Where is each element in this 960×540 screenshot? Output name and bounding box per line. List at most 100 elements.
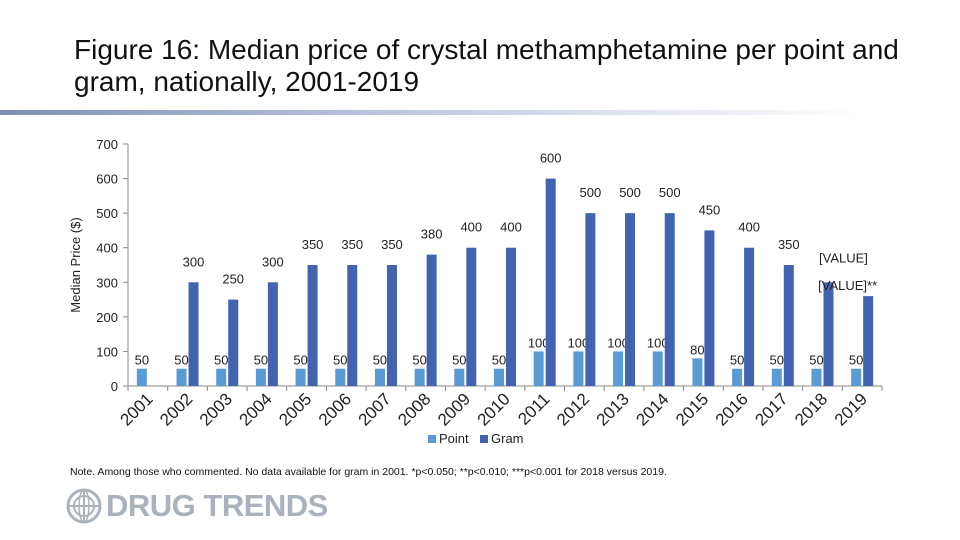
bar-point xyxy=(136,368,147,386)
bar-gram xyxy=(188,282,199,386)
x-tick-label: 2017 xyxy=(751,389,791,429)
bar-gram xyxy=(585,213,596,386)
bar-point xyxy=(613,351,624,386)
bar-gram xyxy=(307,265,318,386)
data-label-gram: 300 xyxy=(262,254,284,269)
y-tick-label: 300 xyxy=(96,275,118,290)
data-label-point: 50 xyxy=(373,353,387,368)
title-divider xyxy=(0,110,960,115)
data-label-point: 50 xyxy=(730,353,744,368)
data-label-point: 100 xyxy=(647,335,669,350)
data-label-point: 50 xyxy=(174,353,188,368)
bar-gram xyxy=(466,247,477,386)
data-label-gram: 350 xyxy=(778,237,800,252)
bar-point xyxy=(652,351,663,386)
bar-gram xyxy=(386,265,397,386)
bar-gram xyxy=(228,299,239,386)
bar-gram xyxy=(704,230,715,386)
bar-point xyxy=(414,368,425,386)
bar-point xyxy=(494,368,504,386)
bar-point xyxy=(732,368,743,386)
data-label-gram: 600 xyxy=(540,151,562,166)
y-tick-label: 700 xyxy=(96,137,118,152)
data-label-gram: 250 xyxy=(222,272,244,287)
x-tick-label: 2018 xyxy=(791,389,831,429)
x-tick-label: 2004 xyxy=(236,389,276,429)
x-tick-label: 2014 xyxy=(632,389,672,429)
bar-gram xyxy=(267,282,278,386)
bar-point xyxy=(811,368,822,386)
data-label-gram: 400 xyxy=(460,220,482,235)
data-label-gram: 350 xyxy=(302,237,324,252)
data-label-gram: 500 xyxy=(619,185,641,200)
x-tick-label: 2010 xyxy=(474,389,514,429)
data-label-point: 50 xyxy=(254,353,268,368)
data-label-gram: [VALUE]** xyxy=(818,278,877,293)
x-tick-label: 2013 xyxy=(593,389,633,429)
data-label-gram: 300 xyxy=(183,254,205,269)
bar-gram xyxy=(545,178,556,386)
data-label-point: 100 xyxy=(568,335,590,350)
bar-point xyxy=(454,368,465,386)
data-label-point: 100 xyxy=(528,335,550,350)
bar-point xyxy=(295,368,306,386)
bar-gram xyxy=(744,247,755,386)
data-label-point: 50 xyxy=(135,353,149,368)
bar-point xyxy=(573,351,584,386)
bar-gram xyxy=(347,265,358,386)
bar-point xyxy=(374,368,385,386)
bar-gram xyxy=(506,247,516,386)
data-label-gram: 500 xyxy=(659,185,681,200)
legend-label-gram: Gram xyxy=(491,431,524,446)
x-tick-label: 2002 xyxy=(156,389,196,429)
data-label-gram: 500 xyxy=(580,185,602,200)
drug-trends-logo: DRUG TRENDS xyxy=(66,488,328,524)
y-tick-label: 400 xyxy=(96,241,118,256)
data-label-point: 50 xyxy=(214,353,228,368)
data-label-gram: 400 xyxy=(500,220,522,235)
data-label-point: 50 xyxy=(293,353,307,368)
bar-gram xyxy=(783,265,794,386)
legend-swatch-gram xyxy=(480,435,488,443)
data-label-point: 50 xyxy=(809,353,823,368)
x-tick-label: 2005 xyxy=(275,389,315,429)
bar-gram xyxy=(823,282,834,386)
data-label-point: 80 xyxy=(690,342,704,357)
data-label-point: 50 xyxy=(333,353,347,368)
x-tick-label: 2019 xyxy=(831,389,871,429)
data-label-gram: 350 xyxy=(341,237,363,252)
x-tick-label: 2003 xyxy=(196,389,236,429)
legend-label-point: Point xyxy=(439,431,469,446)
bar-point xyxy=(771,368,782,386)
bar-point xyxy=(335,368,346,386)
y-tick-label: 200 xyxy=(96,310,118,325)
data-label-point: 50 xyxy=(770,353,784,368)
data-label-gram: 400 xyxy=(738,220,760,235)
x-tick-label: 2007 xyxy=(355,389,395,429)
bar-point xyxy=(216,368,227,386)
bar-gram xyxy=(664,213,675,386)
data-label-point: 50 xyxy=(452,353,466,368)
x-tick-label: 2015 xyxy=(672,389,712,429)
logo-text: DRUG TRENDS xyxy=(106,488,328,523)
x-tick-label: 2016 xyxy=(712,389,752,429)
x-tick-label: 2011 xyxy=(514,389,553,428)
data-label-gram: [VALUE] xyxy=(819,250,868,265)
x-tick-label: 2008 xyxy=(394,389,434,429)
bar-point xyxy=(255,368,266,386)
y-tick-label: 100 xyxy=(96,344,118,359)
data-label-gram: 350 xyxy=(381,237,403,252)
chart-note: Note. Among those who commented. No data… xyxy=(70,466,667,478)
y-tick-label: 500 xyxy=(96,206,118,221)
bar-point xyxy=(533,351,544,386)
bar-point xyxy=(851,368,862,386)
legend-swatch-point xyxy=(428,435,436,443)
data-label-gram: 450 xyxy=(699,202,721,217)
x-tick-label: 2006 xyxy=(315,389,355,429)
y-tick-label: 0 xyxy=(111,379,118,394)
globe-emblem-icon xyxy=(66,488,102,524)
data-label-gram: 380 xyxy=(421,227,443,242)
bar-gram xyxy=(426,254,437,386)
bar-point xyxy=(176,368,187,386)
